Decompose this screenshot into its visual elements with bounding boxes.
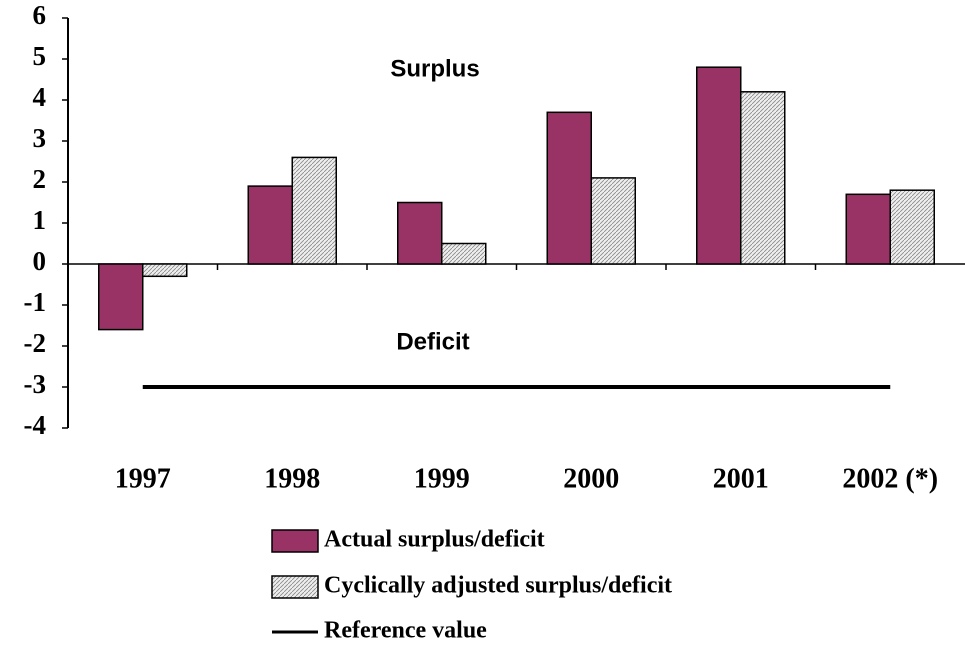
annotation: Surplus: [390, 55, 479, 82]
bar: [740, 91, 786, 265]
y-tick-label: 0: [33, 246, 47, 276]
x-tick-label: 2000: [563, 463, 619, 494]
x-tick-label: 1997: [115, 463, 171, 494]
bar: [397, 201, 443, 265]
bar: [845, 193, 891, 265]
y-tick-label: -3: [24, 369, 47, 399]
x-tick-label: 1999: [414, 463, 470, 494]
x-tick-label: 2002 (*): [842, 463, 938, 494]
y-tick-label: 2: [33, 164, 47, 194]
bar: [98, 263, 144, 331]
y-tick-label: -4: [24, 410, 47, 440]
legend-label: Actual surplus/deficit: [324, 527, 545, 553]
bar: [291, 156, 337, 265]
annotation: Deficit: [396, 328, 469, 355]
bar: [441, 242, 487, 265]
y-tick-label: 5: [33, 41, 47, 71]
y-tick-label: 3: [33, 123, 47, 153]
legend-label: Reference value: [324, 618, 487, 644]
legend-swatch: [271, 575, 319, 599]
bar: [247, 185, 293, 265]
bar: [696, 66, 742, 265]
x-tick-label: 2001: [713, 463, 769, 494]
y-tick-label: 1: [33, 205, 47, 235]
y-tick-label: 6: [33, 0, 47, 30]
bar: [889, 189, 935, 265]
y-tick-label: 4: [33, 82, 47, 112]
y-tick-label: -2: [24, 328, 47, 358]
legend-swatch: [271, 529, 319, 553]
bar: [546, 111, 592, 265]
bar: [142, 263, 188, 278]
bar: [590, 177, 636, 265]
legend-label: Cyclically adjusted surplus/deficit: [324, 573, 672, 599]
y-tick-label: -1: [24, 287, 47, 317]
x-tick-label: 1998: [264, 463, 320, 494]
